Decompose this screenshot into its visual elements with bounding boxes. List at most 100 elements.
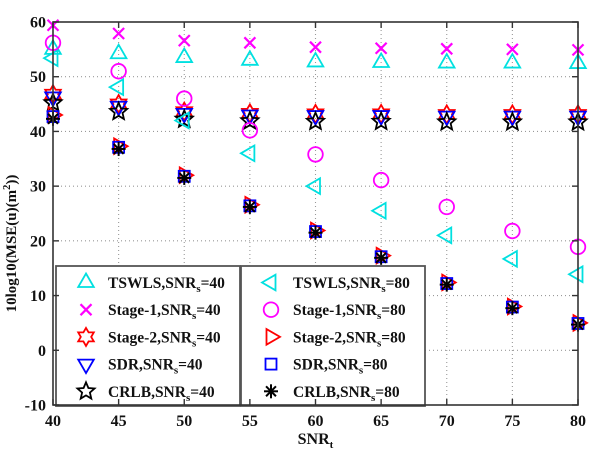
- marker-triangle-left: [435, 226, 453, 245]
- legend-label: Stage-2,SNRs=80: [293, 329, 406, 349]
- legend-label: SDR,SNRs=40: [108, 357, 203, 377]
- marker-asterisk: [244, 201, 256, 213]
- marker-x: [112, 27, 125, 40]
- legend-label: TSWLS,SNRs=80: [293, 275, 410, 295]
- tick-labels: 40 45 50 55 60 65 70 75 80 -10 0 10 20 30 40 50 60: [25, 15, 586, 431]
- legend-item-crlb-snrs-80: CRLB,SNRs=80: [264, 384, 400, 404]
- x-tick-label: 65: [373, 413, 389, 430]
- marker-pentagram: [173, 108, 196, 129]
- y-tick-label: 10: [30, 288, 46, 305]
- legend-item-stage-2-snrs-80: Stage-2,SNRs=80: [265, 327, 406, 349]
- x-tick-label: 40: [45, 413, 61, 430]
- legend-item-tswls-snrs-80: TSWLS,SNRs=80: [260, 273, 410, 295]
- marker-triangle-left: [567, 264, 584, 284]
- marker-asterisk: [112, 143, 125, 155]
- marker-triangle-up: [109, 42, 128, 60]
- marker-asterisk: [375, 252, 387, 264]
- marker-asterisk: [265, 385, 277, 397]
- marker-x: [243, 36, 257, 50]
- series-tswls-snrs-40: [43, 38, 588, 69]
- series-tswls-snrs-80: [42, 48, 584, 284]
- legend-label: CRLB,SNRs=40: [108, 384, 215, 404]
- marker-hexagram: [76, 326, 96, 348]
- x-tick-label: 60: [308, 413, 324, 430]
- x-tick-label: 75: [504, 413, 520, 430]
- marker-pentagram: [304, 110, 327, 131]
- marker-x: [309, 40, 322, 54]
- legend-item-stage-1-snrs-40: Stage-1,SNRs=40: [79, 302, 221, 322]
- marker-x: [440, 42, 454, 56]
- marker-triangle-left: [304, 176, 321, 196]
- legend-item-sdr-snrs-80: SDR,SNRs=80: [264, 357, 388, 377]
- legend-label: SDR,SNRs=80: [293, 357, 388, 377]
- marker-triangle-left: [260, 273, 277, 292]
- y-tick-label: 0: [38, 343, 46, 360]
- legend-label: Stage-1,SNRs=40: [108, 302, 221, 322]
- x-tick-label: 45: [111, 413, 127, 430]
- marker-triangle-left: [173, 111, 190, 130]
- marker-triangle-up: [76, 271, 96, 288]
- marker-x: [177, 34, 191, 47]
- legend-item-crlb-snrs-40: CRLB,SNRs=40: [75, 379, 215, 404]
- marker-pentagram: [370, 110, 392, 131]
- x-tick-label: 55: [242, 413, 258, 430]
- legend-box-2: TSWLS,SNRs=80 Stage-1,SNRs=80 Stage-2,SNRs…: [240, 265, 426, 407]
- axes: [52, 21, 579, 406]
- marker-triangle-up: [437, 52, 457, 69]
- marker-circle: [176, 90, 193, 107]
- marker-x: [374, 41, 388, 55]
- marker-circle: [262, 301, 280, 318]
- marker-pentagram: [435, 110, 458, 132]
- marker-pentagram: [75, 379, 97, 401]
- marker-circle: [307, 146, 324, 163]
- legend-item-tswls-snrs-40: TSWLS,SNRs=40: [76, 271, 225, 295]
- y-tick-label: 30: [30, 179, 46, 196]
- legend-label: CRLB,SNRs=80: [293, 384, 400, 404]
- marker-circle: [241, 122, 259, 139]
- marker-triangle-down: [76, 358, 96, 375]
- y-tick-label: 40: [30, 124, 46, 141]
- y-tick-label: 60: [30, 15, 46, 32]
- y-tick-label: 20: [30, 233, 46, 250]
- x-tick-label: 70: [439, 413, 455, 430]
- marker-triangle-up: [371, 51, 391, 68]
- marker-circle: [372, 171, 390, 189]
- marker-triangle-right: [265, 327, 282, 347]
- marker-hexagram: [109, 93, 128, 115]
- marker-circle: [438, 198, 455, 216]
- marker-square: [264, 357, 278, 371]
- y-tick-label: 50: [30, 69, 46, 86]
- marker-pentagram: [501, 110, 524, 132]
- legend-label: TSWLS,SNRs=40: [108, 275, 225, 295]
- legend-label: Stage-2,SNRs=40: [108, 329, 221, 349]
- y-axis-label: 10log10(MSE(u)(m2)): [2, 175, 20, 313]
- marker-triangle-up: [503, 52, 522, 69]
- legend-item-stage-2-snrs-40: Stage-2,SNRs=40: [76, 326, 221, 349]
- legend-item-stage-1-snrs-80: Stage-1,SNRs=80: [262, 301, 406, 322]
- marker-pentagram: [239, 109, 261, 131]
- marker-triangle-up: [306, 51, 325, 68]
- x-axis-label: SNRt: [298, 431, 334, 450]
- marker-pentagram: [107, 100, 130, 121]
- marker-triangle-left: [42, 48, 59, 68]
- y-tick-label: -10: [25, 398, 46, 415]
- marker-x: [79, 303, 93, 316]
- marker-x: [506, 43, 519, 56]
- marker-triangle-left: [501, 249, 518, 269]
- legend-frame: [240, 265, 426, 407]
- marker-circle: [504, 222, 521, 240]
- marker-triangle-up: [240, 49, 260, 66]
- legend-box-1: TSWLS,SNRs=40 Stage-1,SNRs=40 Stage-2,SNRs…: [55, 265, 241, 407]
- marker-triangle-left: [370, 201, 387, 221]
- marker-circle: [110, 63, 127, 80]
- legend-item-sdr-snrs-40: SDR,SNRs=40: [76, 357, 203, 377]
- marker-asterisk: [506, 302, 519, 314]
- legend-label: Stage-1,SNRs=80: [293, 302, 406, 322]
- marker-asterisk: [309, 226, 322, 239]
- marker-triangle-left: [107, 77, 125, 97]
- marker-triangle-up: [174, 46, 194, 63]
- x-tick-label: 50: [176, 413, 192, 430]
- marker-asterisk: [441, 278, 453, 291]
